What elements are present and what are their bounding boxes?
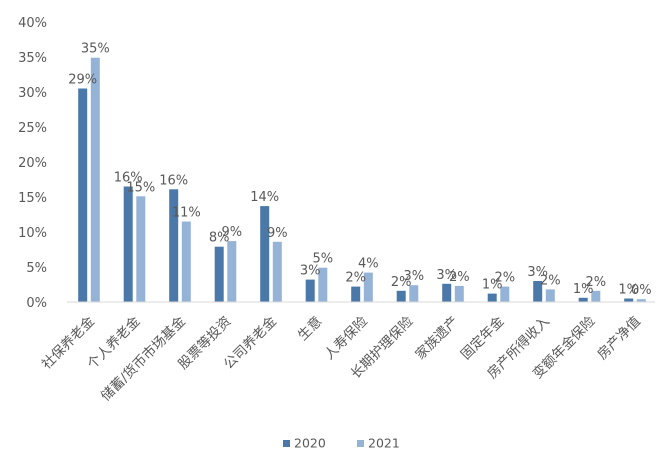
y-tick-label: 15% — [18, 191, 47, 206]
data-label: 3% — [527, 265, 548, 280]
bar-2020 — [169, 189, 179, 302]
bar-2021 — [409, 285, 419, 302]
data-label: 15% — [126, 180, 155, 195]
bar-2020 — [533, 281, 543, 302]
bar-2020 — [578, 297, 588, 302]
data-label: 2% — [345, 271, 366, 286]
legend-swatch-2021 — [357, 440, 364, 447]
bar-2020 — [123, 186, 133, 302]
data-label: 4% — [358, 257, 379, 272]
bar-2021 — [90, 57, 100, 303]
bar-2020 — [78, 88, 88, 302]
y-tick-label: 30% — [18, 86, 47, 101]
x-tick-label: 生意 — [294, 313, 325, 344]
data-label: 2% — [449, 270, 470, 285]
y-tick-label: 10% — [18, 226, 47, 241]
bar-2021 — [136, 196, 146, 302]
bar-2021 — [545, 289, 555, 302]
bar-2021 — [500, 286, 510, 302]
bar-2021 — [272, 241, 282, 302]
data-label: 14% — [250, 190, 279, 205]
y-axis: 0% 5% 10% 15% 20% 25% 30% 35% 40% — [18, 16, 47, 311]
data-label: 35% — [81, 42, 110, 57]
bar-2021 — [636, 299, 646, 302]
data-label: 1% — [618, 283, 639, 298]
bar-2020 — [442, 283, 452, 302]
data-label: 0% — [631, 283, 652, 298]
bar-2020 — [487, 293, 497, 302]
data-label: 1% — [482, 278, 503, 293]
y-tick-label: 0% — [26, 296, 47, 311]
bar-2021 — [591, 290, 601, 302]
legend-label: 2021 — [368, 436, 400, 451]
x-tick-label: 家族遗产 — [412, 313, 462, 363]
bar-2020 — [351, 286, 361, 302]
bar-2020 — [396, 290, 406, 302]
data-label: 5% — [312, 252, 333, 267]
data-label: 11% — [172, 206, 201, 221]
data-label: 3% — [403, 269, 424, 284]
y-tick-label: 5% — [26, 261, 47, 276]
bar-2020 — [260, 206, 270, 302]
bar-2021 — [454, 285, 464, 302]
bar-2021 — [363, 272, 373, 302]
x-tick-label: 房产净值 — [594, 314, 643, 363]
y-tick-label: 35% — [18, 51, 47, 66]
data-label: 9% — [267, 226, 288, 241]
data-label: 29% — [68, 73, 97, 88]
data-label: 3% — [300, 264, 321, 279]
data-label: 3% — [436, 268, 457, 283]
bar-2020 — [305, 279, 315, 302]
data-label: 2% — [540, 273, 561, 288]
legend: 2020 2021 — [283, 436, 400, 451]
data-label: 16% — [159, 173, 188, 188]
data-label: 2% — [585, 275, 606, 290]
data-label: 2% — [391, 275, 412, 290]
legend-swatch-2020 — [283, 440, 290, 447]
bar-2020 — [624, 298, 634, 302]
bar-2021 — [318, 267, 328, 302]
bars — [78, 57, 646, 303]
y-tick-label: 40% — [18, 16, 47, 31]
bar-2021 — [227, 241, 237, 302]
data-label: 16% — [114, 171, 143, 186]
bar-2021 — [181, 221, 191, 302]
x-tick-label: 储蓄/货币市场基金 — [97, 312, 189, 404]
legend-label: 2020 — [294, 436, 326, 451]
data-label: 9% — [221, 225, 242, 240]
data-label: 1% — [573, 282, 594, 297]
data-labels: 29%16% 16%8%14%3% 2% 2% 3%1%3%1% 1%35%15%11%9… — [68, 42, 651, 299]
y-tick-label: 20% — [18, 156, 47, 171]
data-label: 8% — [209, 231, 230, 246]
bar-2020 — [214, 246, 224, 302]
y-tick-label: 25% — [18, 121, 47, 136]
data-label: 2% — [494, 271, 515, 286]
